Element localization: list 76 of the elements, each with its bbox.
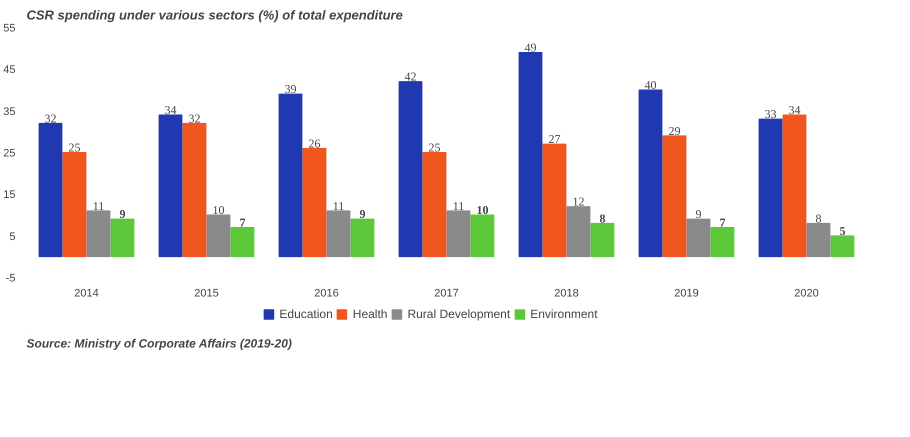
data-label: 42 (404, 70, 416, 84)
data-label: 32 (44, 111, 56, 126)
bar (806, 222, 830, 258)
data-label: 8 (816, 211, 822, 226)
bar (326, 210, 350, 258)
data-label: 10 (476, 203, 488, 217)
x-tick-label: 2015 (194, 288, 219, 300)
bar (662, 135, 686, 258)
bar (542, 144, 566, 258)
legend-label: Environment (530, 307, 598, 321)
data-label: 7 (240, 216, 246, 230)
data-label: 34 (788, 103, 800, 117)
data-label: 33 (764, 107, 776, 122)
bar (278, 94, 302, 258)
bar (758, 118, 782, 258)
data-label: 9 (120, 207, 126, 222)
bar (518, 52, 542, 258)
bar (182, 122, 206, 258)
bar (206, 214, 230, 258)
bar (62, 152, 86, 258)
x-tick-label: 2016 (314, 288, 339, 300)
source-note: Source: Ministry of Corporate Affairs (2019-20) (26, 336, 292, 350)
bar (38, 122, 62, 258)
data-label: 29 (668, 124, 680, 138)
y-tick-label: 15 (3, 189, 16, 202)
x-tick-label: 2019 (674, 288, 699, 300)
y-tick-label: 45 (3, 64, 16, 76)
data-label: 25 (428, 140, 440, 154)
data-label: 39 (284, 82, 296, 96)
y-tick-label: 35 (3, 106, 16, 118)
data-label: 5 (840, 224, 846, 238)
data-label: 40 (644, 78, 656, 92)
x-tick-label: 2014 (74, 288, 99, 300)
chart-title: CSR spending under various sectors (%) of total expenditure (26, 8, 403, 22)
bar (158, 114, 182, 258)
bar (470, 214, 494, 258)
x-tick-label: 2018 (554, 288, 579, 300)
data-label: 12 (572, 194, 584, 209)
bar (302, 148, 326, 258)
data-label: 26 (308, 136, 320, 150)
bar (110, 218, 134, 258)
bar (86, 210, 110, 258)
bar (782, 114, 806, 258)
data-label: 10 (212, 203, 224, 217)
data-label: 9 (360, 207, 366, 222)
data-label: 11 (92, 198, 104, 213)
data-label: 32 (188, 111, 200, 126)
data-label: 27 (548, 132, 560, 146)
data-label: 34 (164, 103, 176, 117)
bar (350, 218, 374, 258)
legend-label: Health (352, 307, 388, 321)
data-label: 25 (68, 140, 80, 154)
y-tick-label: 5 (9, 230, 16, 243)
data-label: 9 (696, 207, 702, 222)
bar (398, 81, 422, 258)
data-label: 49 (524, 40, 536, 54)
bar (446, 210, 470, 258)
bar (638, 90, 662, 258)
y-tick-label: 55 (3, 22, 16, 34)
y-tick-label: -5 (6, 272, 16, 284)
bar (710, 227, 734, 258)
bar (830, 235, 854, 258)
legend-label: Rural Development (407, 307, 510, 321)
data-label: 11 (332, 198, 344, 213)
bar (230, 227, 254, 258)
data-label: 8 (600, 211, 606, 226)
data-label: 7 (720, 216, 726, 230)
legend-label: Education (279, 307, 333, 321)
y-tick-label: 25 (3, 148, 16, 160)
data-label: 11 (452, 198, 464, 213)
x-tick-label: 2017 (434, 288, 459, 300)
bar (686, 218, 710, 258)
bar (566, 206, 590, 258)
bar (590, 222, 614, 258)
x-tick-label: 2020 (794, 288, 819, 300)
bar (422, 152, 446, 258)
